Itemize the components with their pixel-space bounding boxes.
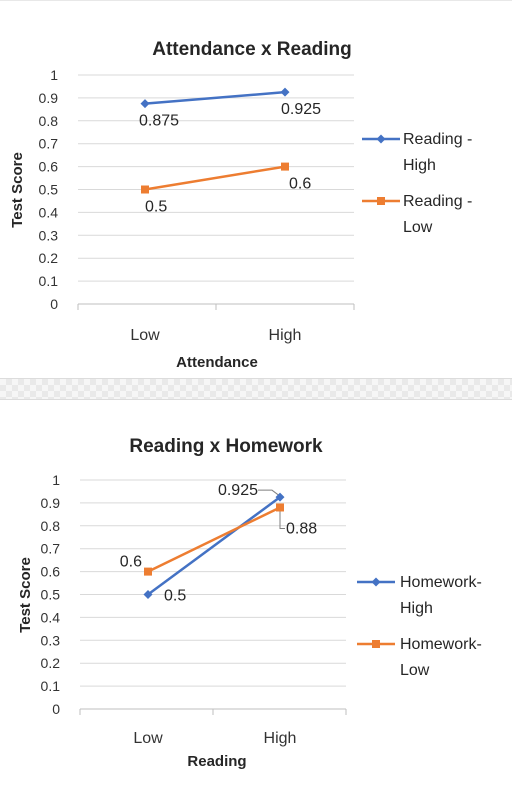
data-label-leader-line bbox=[258, 489, 281, 497]
y-tick-label: 0.2 bbox=[41, 655, 61, 671]
legend-label: Homework- bbox=[400, 636, 482, 653]
legend-label: Reading - bbox=[403, 193, 472, 210]
data-point-marker bbox=[281, 162, 289, 171]
y-tick-label: 0 bbox=[50, 296, 58, 312]
data-point-marker bbox=[140, 99, 150, 109]
legend-label: High bbox=[403, 157, 436, 174]
legend-label: High bbox=[400, 600, 433, 617]
y-tick-label: 0.7 bbox=[39, 136, 59, 152]
y-tick-label: 1 bbox=[52, 472, 60, 488]
y-tick-label: 0.2 bbox=[39, 250, 59, 266]
data-point-marker bbox=[280, 87, 290, 97]
y-tick-label: 0.5 bbox=[41, 587, 61, 603]
y-tick-label: 0.4 bbox=[39, 204, 59, 220]
data-point-marker bbox=[143, 590, 153, 599]
y-tick-label: 0.4 bbox=[41, 609, 61, 625]
y-tick-label: 1 bbox=[50, 67, 58, 83]
data-label: 0.925 bbox=[281, 101, 321, 118]
y-tick-label: 0.1 bbox=[39, 273, 59, 289]
y-tick-label: 0.3 bbox=[41, 632, 61, 648]
x-tick-label: High bbox=[269, 327, 302, 344]
y-axis-title: Test Score bbox=[17, 557, 34, 633]
y-tick-label: 0.1 bbox=[41, 678, 61, 694]
data-point-marker bbox=[275, 492, 285, 502]
y-tick-label: 0.9 bbox=[39, 90, 59, 106]
legend-label: Homework- bbox=[400, 574, 482, 591]
legend-marker bbox=[376, 134, 386, 144]
y-tick-label: 0.7 bbox=[41, 541, 61, 557]
legend-label: Low bbox=[400, 662, 430, 679]
y-axis-title: Test Score bbox=[9, 152, 26, 228]
y-tick-label: 0.8 bbox=[41, 518, 61, 534]
series-line bbox=[144, 90, 286, 105]
chart-1-canvas: Attendance x Reading Attendance Test Sco… bbox=[9, 39, 472, 371]
data-label-leader-line bbox=[279, 509, 285, 529]
legend-label: Low bbox=[403, 219, 433, 236]
y-tick-label: 0.8 bbox=[39, 113, 59, 129]
legend-marker bbox=[372, 640, 380, 648]
data-label: 0.6 bbox=[120, 554, 142, 571]
chart-attendance-reading: Attendance x Reading Attendance Test Sco… bbox=[0, 0, 512, 379]
data-label: 0.6 bbox=[289, 176, 311, 193]
y-tick-label: 0.6 bbox=[41, 564, 61, 580]
legend-marker bbox=[371, 577, 381, 587]
x-tick-label: Low bbox=[133, 730, 163, 747]
x-tick-label: High bbox=[264, 730, 297, 747]
chart-title: Reading x Homework bbox=[129, 436, 323, 457]
chart-2-canvas: Reading x Homework Reading Test Score 0 0… bbox=[17, 436, 482, 770]
series-line bbox=[147, 496, 281, 596]
y-tick-label: 0 bbox=[52, 701, 60, 717]
series-line bbox=[147, 506, 281, 573]
chart-title: Attendance x Reading bbox=[152, 39, 352, 60]
y-tick-label: 0.6 bbox=[39, 159, 59, 175]
y-tick-label: 0.9 bbox=[41, 495, 61, 511]
y-tick-label: 0.5 bbox=[39, 182, 59, 198]
data-label: 0.875 bbox=[139, 113, 179, 130]
legend-label: Reading - bbox=[403, 131, 472, 148]
series-line bbox=[144, 165, 286, 191]
data-label: 0.925 bbox=[218, 482, 258, 499]
data-point-marker bbox=[144, 567, 152, 576]
legend-marker bbox=[377, 197, 385, 205]
data-label: 0.5 bbox=[145, 199, 167, 216]
x-tick-label: Low bbox=[130, 327, 160, 344]
data-point-marker bbox=[276, 503, 284, 512]
y-tick-label: 0.3 bbox=[39, 227, 59, 243]
data-label: 0.88 bbox=[286, 520, 317, 537]
x-axis-title: Attendance bbox=[176, 354, 258, 371]
chart-separator bbox=[0, 378, 512, 400]
data-point-marker bbox=[141, 185, 149, 194]
x-axis-title: Reading bbox=[187, 753, 246, 770]
data-label: 0.5 bbox=[164, 588, 186, 605]
chart-reading-homework: Reading x Homework Reading Test Score 0 0… bbox=[0, 400, 512, 803]
